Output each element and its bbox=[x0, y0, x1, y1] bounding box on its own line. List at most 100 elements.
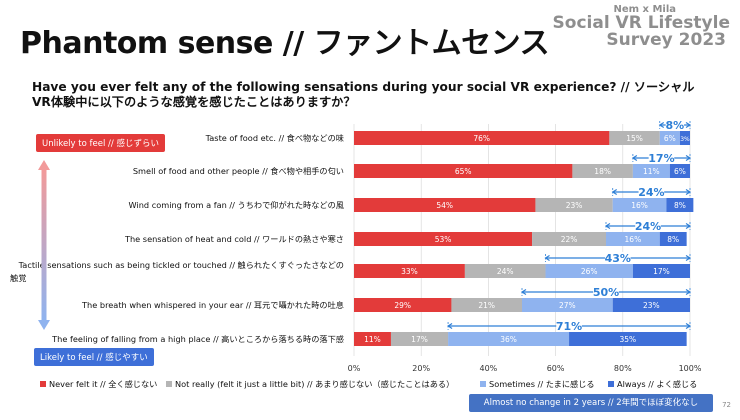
x-tick-label: 40% bbox=[480, 364, 498, 373]
bar-segment bbox=[464, 264, 546, 278]
bracket-arrow-left bbox=[447, 323, 453, 329]
bracket-arrow-right bbox=[685, 289, 692, 295]
bar-value-label: 8% bbox=[667, 235, 679, 244]
bar-segment bbox=[632, 164, 670, 178]
page-title: Phantom sense // ファントムセンス bbox=[20, 26, 550, 61]
category-label: The feeling of falling from a high place… bbox=[51, 334, 344, 344]
bracket-label: 43% bbox=[605, 252, 631, 265]
legend-swatch bbox=[166, 381, 172, 387]
bar-value-label: 22% bbox=[561, 235, 578, 244]
bar-value-label: 27% bbox=[559, 301, 576, 310]
legend-item-never: Never felt it // 全く感じない bbox=[40, 378, 157, 390]
survey-question: Have you ever felt any of the following … bbox=[32, 80, 695, 109]
x-tick-label: 60% bbox=[547, 364, 565, 373]
bracket-arrow-right bbox=[685, 323, 692, 329]
bar-segment bbox=[354, 264, 465, 278]
bracket-label-bg bbox=[635, 220, 661, 232]
bracket-arrow-right bbox=[685, 255, 692, 261]
legend-item-always: Always // よく感じる bbox=[608, 378, 697, 390]
bracket-arrow-left bbox=[520, 289, 527, 295]
bar-segment bbox=[354, 232, 533, 246]
bar-segment bbox=[451, 298, 522, 312]
legend-item-sometimes: Sometimes // たまに感じる bbox=[480, 378, 595, 390]
bar-value-label: 8% bbox=[674, 201, 686, 210]
bar-segment bbox=[532, 232, 606, 246]
bracket-arrow-right bbox=[685, 223, 692, 229]
bracket-arrow-left bbox=[604, 223, 611, 229]
scale-arrow-head-down bbox=[38, 320, 50, 330]
bar-segment bbox=[535, 198, 613, 212]
bar-segment bbox=[354, 198, 536, 212]
page-number: 72 bbox=[722, 401, 731, 409]
bracket-arrow-left bbox=[631, 155, 638, 161]
bar-segment bbox=[354, 131, 610, 145]
bar-value-label: 54% bbox=[436, 201, 453, 210]
brand-year: Survey 2023 bbox=[606, 30, 726, 50]
bracket-arrow-left bbox=[544, 255, 550, 261]
bar-value-label: 16% bbox=[631, 201, 648, 210]
bar-segment bbox=[522, 298, 613, 312]
bracket-label-bg bbox=[604, 252, 631, 264]
legend-label: Sometimes // たまに感じる bbox=[489, 379, 595, 389]
bar-value-label: 11% bbox=[364, 335, 381, 344]
scale-arrow-shaft bbox=[41, 170, 47, 320]
bar-segment bbox=[609, 131, 660, 145]
category-label: Taste of food etc. // 食べ物などの味 bbox=[205, 133, 344, 143]
stacked-bar-chart: 0% 20% 40% 60% 80% 100% Taste of food etc. // … bbox=[0, 110, 740, 416]
bar-value-label: 6% bbox=[674, 167, 686, 176]
bar-value-label: 33% bbox=[401, 267, 418, 276]
bracket-arrow-right bbox=[685, 122, 692, 128]
bar-value-label: 29% bbox=[394, 301, 411, 310]
category-label: The breath when whispered in your ear //… bbox=[81, 300, 344, 310]
bar-segment bbox=[545, 264, 633, 278]
bar-segment bbox=[390, 332, 449, 346]
legend-swatch bbox=[40, 381, 46, 387]
chart-svg: 0% 20% 40% 60% 80% 100% Taste of food etc. // … bbox=[10, 119, 702, 373]
scale-label-likely: Likely to feel // 感じやすい bbox=[34, 348, 154, 366]
bar-value-label: 21% bbox=[478, 301, 495, 310]
bracket-label-bg bbox=[593, 286, 619, 298]
bar-value-label: 3% bbox=[680, 136, 690, 143]
bar-value-label: 16% bbox=[625, 235, 642, 244]
bar-value-label: 36% bbox=[500, 335, 517, 344]
bar-segment bbox=[669, 164, 690, 178]
bar-value-label: 26% bbox=[581, 267, 598, 276]
brand-main: Social VR Lifestyle bbox=[552, 13, 730, 33]
x-tick-label: 0% bbox=[348, 364, 361, 373]
bracket-label-bg bbox=[556, 320, 582, 332]
category-label: Smell of food and other people // 食べ物や相手… bbox=[133, 166, 344, 176]
bar-value-label: 17% bbox=[653, 267, 670, 276]
bar-segment bbox=[606, 232, 660, 246]
legend-label: Always // よく感じる bbox=[617, 379, 698, 389]
bar-value-label: 24% bbox=[497, 267, 514, 276]
bracket-label: 24% bbox=[635, 220, 661, 233]
category-label: The sensation of heat and cold // ワールドの熱… bbox=[124, 234, 344, 244]
bar-value-label: 17% bbox=[411, 335, 428, 344]
bracket-label: 24% bbox=[638, 186, 664, 199]
bracket-label-bg bbox=[665, 119, 685, 131]
bar-value-label: 76% bbox=[473, 134, 490, 143]
bar-value-label: 18% bbox=[594, 167, 611, 176]
bar-segment bbox=[448, 332, 570, 346]
bracket-arrow-right bbox=[685, 155, 692, 161]
bar-segment bbox=[569, 332, 687, 346]
legend-item-not-really: Not really (felt it just a little bit) /… bbox=[166, 378, 454, 390]
legend-label: Never felt it // 全く感じない bbox=[49, 379, 158, 389]
brand-top: Nem x Mila bbox=[613, 4, 676, 15]
category-label-continued: 触覚 bbox=[10, 273, 26, 283]
category-label: Wind coming from a fan // うちわで仰がれた時などの風 bbox=[129, 200, 344, 210]
bar-segment bbox=[612, 198, 667, 212]
bar-value-label: 23% bbox=[643, 301, 660, 310]
scale-label-unlikely: Unlikely to feel // 感じずらい bbox=[36, 134, 165, 152]
x-tick-label: 100% bbox=[679, 364, 702, 373]
bar-segment bbox=[612, 298, 690, 312]
survey-brand: Nem x Mila Social VR Lifestyle Survey 20… bbox=[553, 4, 730, 49]
bar-segment bbox=[354, 164, 573, 178]
bar-value-label: 6% bbox=[664, 134, 676, 143]
bracket-arrow-left bbox=[658, 122, 665, 128]
bar-segment bbox=[572, 164, 633, 178]
legend-swatch bbox=[608, 381, 614, 387]
category-label: Tactile sensations such as being tickled… bbox=[18, 260, 344, 270]
bar-value-label: 35% bbox=[620, 335, 637, 344]
bracket-arrow-right bbox=[685, 189, 692, 195]
